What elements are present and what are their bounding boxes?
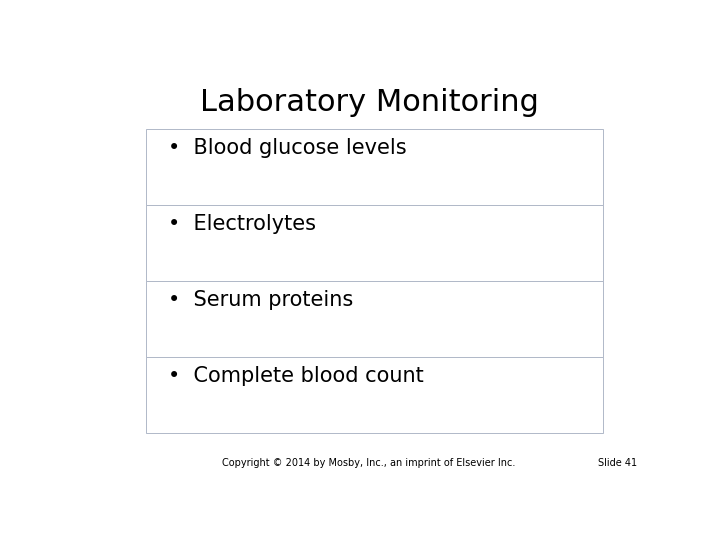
Text: •  Blood glucose levels: • Blood glucose levels (168, 138, 407, 158)
Text: Copyright © 2014 by Mosby, Inc., an imprint of Elsevier Inc.: Copyright © 2014 by Mosby, Inc., an impr… (222, 458, 516, 468)
Text: •  Complete blood count: • Complete blood count (168, 366, 424, 386)
FancyBboxPatch shape (145, 357, 603, 433)
Text: •  Serum proteins: • Serum proteins (168, 290, 354, 310)
Text: Laboratory Monitoring: Laboratory Monitoring (199, 87, 539, 117)
FancyBboxPatch shape (145, 129, 603, 205)
Text: Slide 41: Slide 41 (598, 458, 637, 468)
FancyBboxPatch shape (145, 281, 603, 357)
FancyBboxPatch shape (145, 205, 603, 281)
Text: •  Electrolytes: • Electrolytes (168, 214, 316, 234)
